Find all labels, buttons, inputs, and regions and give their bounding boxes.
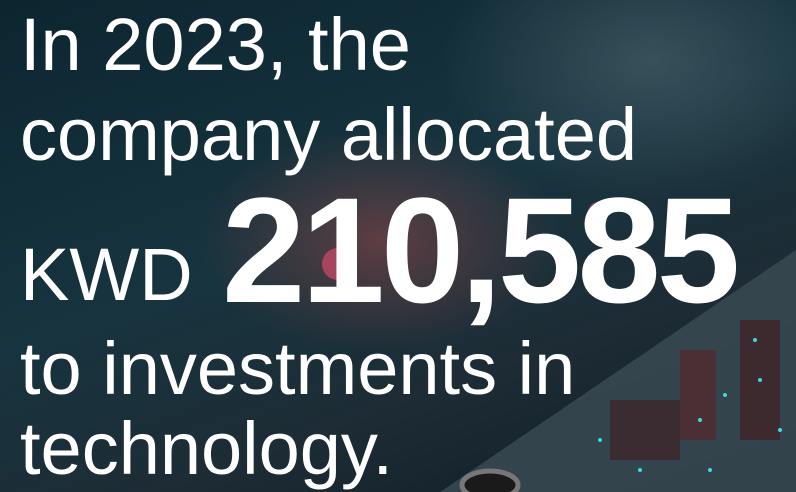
artwork: In 2023, the company allocated KWD 210,5…: [0, 0, 796, 492]
port: [462, 471, 518, 492]
text-line: company allocated: [20, 93, 637, 176]
currency: KWD: [20, 233, 193, 316]
amount: 210,585: [222, 166, 737, 334]
text-line: to investments in: [20, 327, 575, 410]
chip: [680, 350, 716, 440]
infographic: In 2023, the company allocated KWD 210,5…: [0, 0, 796, 492]
text-line: technology.: [20, 407, 393, 490]
text-line: In 2023, the: [20, 3, 411, 86]
chip: [610, 400, 680, 460]
